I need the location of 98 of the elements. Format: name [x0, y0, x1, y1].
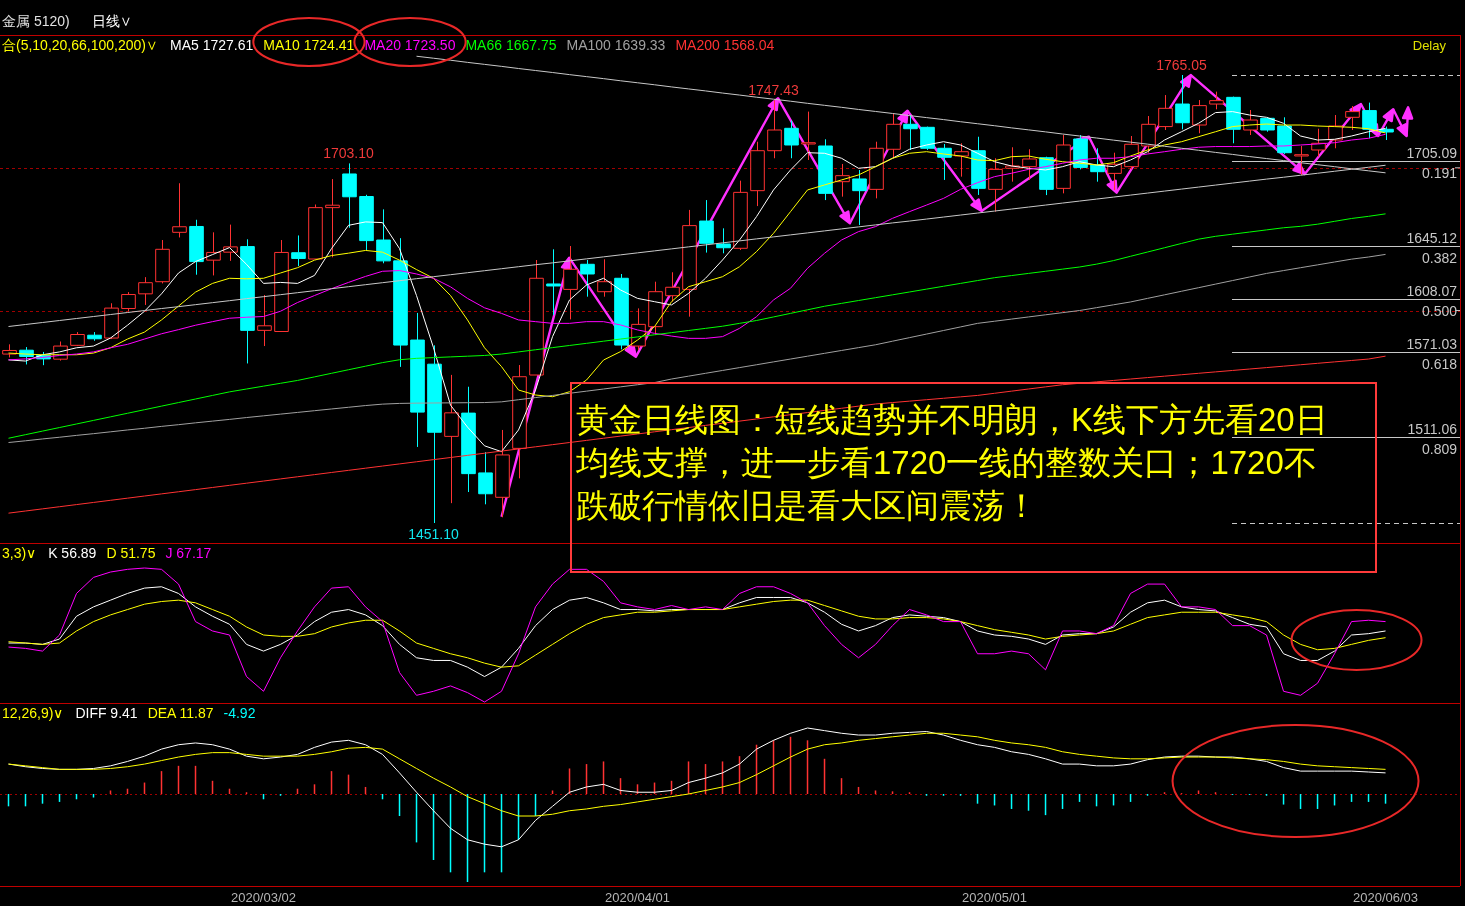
series-label: J 67.17	[165, 545, 212, 561]
candlestick	[410, 312, 425, 448]
candlestick	[1345, 105, 1360, 131]
candlestick	[784, 120, 799, 159]
annotation: 0.809	[1421, 441, 1458, 457]
candlestick	[512, 364, 527, 479]
candlestick	[903, 114, 918, 151]
candlestick	[954, 142, 969, 178]
legend-title: 合(5,10,20,66,100,200)∨	[2, 37, 158, 53]
annotation: 1705.09	[1406, 145, 1458, 161]
candlestick	[478, 451, 493, 505]
annotation: 1703.10	[323, 145, 375, 162]
legend-title: 12,26,9)∨	[2, 705, 64, 721]
candlestick	[1056, 134, 1071, 194]
candlestick	[920, 126, 935, 151]
candlestick	[308, 204, 323, 260]
annotation: 0.191	[1421, 165, 1458, 181]
candlestick	[1107, 152, 1122, 191]
candlestick	[801, 111, 816, 161]
text: MA20 1723.50	[364, 37, 456, 53]
candlestick	[138, 276, 153, 306]
annotation: 1747.43	[748, 82, 800, 99]
annotation: 0.500	[1421, 303, 1458, 319]
annotation: 1765.05	[1156, 57, 1208, 73]
candlestick	[291, 234, 306, 267]
candlestick	[121, 291, 136, 312]
candlestick	[971, 136, 986, 196]
chart-title: 金属 5120)	[2, 13, 70, 29]
text: MA66 1667.75	[465, 37, 557, 53]
candlestick	[767, 99, 782, 159]
candlestick	[1141, 115, 1156, 154]
candlestick	[257, 294, 272, 347]
candlestick	[1277, 116, 1292, 155]
candlestick	[1192, 99, 1207, 134]
candlestick	[427, 344, 442, 524]
candlestick	[546, 248, 561, 316]
candlestick	[614, 273, 629, 350]
candlestick	[87, 331, 102, 342]
candlestick	[1175, 74, 1190, 130]
legend-title: 3,3)∨	[2, 545, 37, 561]
candlestick	[750, 141, 765, 207]
annotation: 1608.07	[1406, 283, 1458, 299]
text: DEA 11.87	[147, 705, 214, 721]
candlestick	[240, 238, 255, 364]
candlestick	[852, 169, 867, 226]
candlestick	[376, 208, 391, 264]
text: K 56.89	[48, 545, 97, 561]
candlestick	[529, 259, 544, 376]
text: MA100 1639.33	[566, 37, 666, 53]
candlestick	[886, 112, 901, 159]
annotation: 0.382	[1421, 250, 1458, 266]
annotation: 1511.06	[1407, 421, 1458, 437]
candlestick	[1158, 94, 1173, 131]
candlestick	[716, 227, 731, 254]
candlestick	[155, 239, 170, 284]
candlestick	[70, 331, 85, 347]
candlestick	[359, 194, 374, 251]
candlestick	[648, 281, 663, 336]
text: -4.92	[223, 705, 256, 721]
text: D 51.75	[106, 545, 156, 561]
x-tick-label: 2020/03/02	[230, 890, 297, 905]
annotation: 1451.10	[408, 526, 460, 542]
text: DIFF 9.41	[75, 705, 138, 721]
candlestick	[1226, 96, 1241, 144]
candlestick	[461, 386, 476, 493]
candlestick	[733, 180, 748, 251]
x-tick-label: 2020/04/01	[604, 890, 671, 905]
candlestick	[325, 178, 340, 258]
candlestick	[597, 258, 612, 298]
annotation: 1571.03	[1406, 336, 1458, 352]
candlestick	[869, 141, 884, 199]
candlestick	[682, 209, 697, 318]
chart-subtitle: 日线∨	[91, 13, 132, 29]
candlestick	[444, 374, 459, 504]
candlestick	[1209, 91, 1224, 110]
x-tick-label: 2020/05/01	[961, 890, 1028, 905]
candlestick	[665, 271, 680, 303]
text: MA200 1568.04	[675, 37, 775, 53]
candlestick	[580, 259, 595, 298]
text: Delay	[1412, 38, 1447, 53]
candlestick	[988, 157, 1003, 213]
text: MA5 1727.61	[170, 37, 254, 53]
candlestick	[393, 237, 408, 368]
candlestick	[342, 162, 357, 229]
candlestick	[563, 245, 578, 320]
candlestick	[274, 239, 289, 332]
x-tick-label: 2020/06/03	[1353, 890, 1419, 905]
annotation: 0.618	[1421, 356, 1458, 372]
candlestick	[1022, 148, 1037, 181]
candlestick	[172, 182, 187, 238]
candlestick	[1294, 145, 1309, 176]
candlestick	[699, 199, 714, 254]
candlestick	[104, 302, 119, 340]
candlestick	[1090, 147, 1105, 183]
candlestick	[189, 219, 204, 276]
candlestick	[818, 138, 833, 201]
text: MA10 1724.41	[263, 37, 355, 53]
annotation: 1645.12	[1406, 230, 1458, 246]
